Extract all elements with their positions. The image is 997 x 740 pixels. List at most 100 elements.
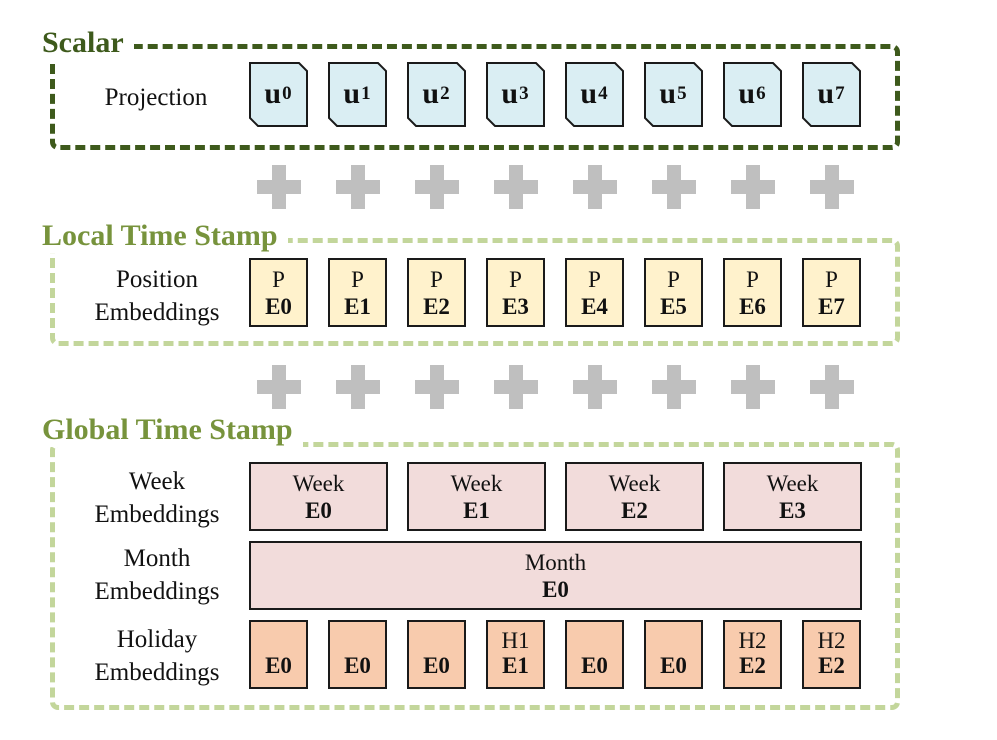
- plus-icon: [573, 365, 617, 409]
- week-box-bottom: E2: [621, 497, 648, 523]
- token-base: u: [422, 77, 440, 110]
- week-box-bottom: E3: [779, 497, 806, 523]
- plus-icon: [257, 165, 301, 209]
- position-box-top: P: [667, 266, 680, 292]
- position-label-line2: Embeddings: [94, 299, 220, 326]
- holiday-embedding-box: E0: [644, 620, 703, 689]
- week-label-line2: Embeddings: [94, 501, 220, 528]
- week-embedding-box: Week E3: [723, 462, 862, 531]
- plus-icon: [573, 165, 617, 209]
- position-box-top: P: [588, 266, 601, 292]
- holiday-box-bottom: E2: [739, 653, 766, 678]
- position-box-bottom: E3: [502, 293, 529, 319]
- position-box-top: P: [272, 266, 285, 292]
- holiday-box-bottom: E0: [581, 653, 608, 678]
- projection-token-shape: [723, 62, 782, 127]
- week-box-bottom: E1: [463, 497, 490, 523]
- position-embedding-box: P E4: [565, 258, 624, 327]
- plus-icon: [415, 165, 459, 209]
- token-base: u: [738, 77, 756, 110]
- position-box-bottom: E7: [818, 293, 845, 319]
- holiday-box-bottom: E0: [265, 653, 292, 678]
- month-box: Month E0: [249, 541, 862, 610]
- projection-token-shape: [486, 62, 545, 127]
- global-frame: [50, 442, 900, 710]
- plus-icon: [494, 365, 538, 409]
- token-base: u: [817, 77, 835, 110]
- position-embedding-box: P E0: [249, 258, 308, 327]
- holiday-box-top: H2: [817, 628, 846, 653]
- holiday-embedding-box: E0: [565, 620, 624, 689]
- position-box-bottom: E4: [581, 293, 608, 319]
- scalar-frame: [50, 44, 900, 150]
- scalar-title: Scalar: [42, 26, 134, 60]
- week-box-bottom: E0: [305, 497, 332, 523]
- position-embedding-box: P E7: [802, 258, 861, 327]
- holiday-embedding-box: E0: [407, 620, 466, 689]
- holiday-box-top: H1: [501, 628, 530, 653]
- month-box-top: Month: [524, 549, 587, 575]
- plus-icon: [336, 165, 380, 209]
- plus-icon: [415, 365, 459, 409]
- holiday-label-line2: Embeddings: [94, 659, 220, 686]
- position-box-bottom: E0: [265, 293, 292, 319]
- position-box-top: P: [430, 266, 443, 292]
- holiday-box-bottom: E0: [344, 653, 371, 678]
- month-box-bottom: E0: [542, 576, 569, 602]
- token-subscript: 0: [282, 83, 292, 104]
- holiday-box-bottom: E0: [660, 653, 687, 678]
- holiday-box-top: H2: [738, 628, 767, 653]
- projection-token-shape: [802, 62, 861, 127]
- plus-icon: [336, 365, 380, 409]
- position-label: Position Embeddings: [72, 263, 242, 329]
- holiday-embedding-box: H2 E2: [723, 620, 782, 689]
- week-box-top: Week: [608, 470, 661, 496]
- position-box-top: P: [825, 266, 838, 292]
- holiday-embedding-box: E0: [249, 620, 308, 689]
- week-embedding-box: Week E1: [407, 462, 546, 531]
- token-subscript: 4: [598, 83, 608, 104]
- holiday-box-bottom: E0: [423, 653, 450, 678]
- week-embedding-box: Week E0: [249, 462, 388, 531]
- token-subscript: 6: [756, 83, 766, 104]
- token-base: u: [343, 77, 361, 110]
- token-subscript: 7: [835, 83, 845, 104]
- plus-icon: [257, 365, 301, 409]
- position-embedding-box: P E6: [723, 258, 782, 327]
- holiday-embedding-box: E0: [328, 620, 387, 689]
- position-box-bottom: E6: [739, 293, 766, 319]
- month-label-line1: Month: [123, 545, 191, 572]
- position-label-line1: Position: [116, 266, 198, 293]
- plus-icon: [810, 165, 854, 209]
- holiday-embedding-box: H2 E2: [802, 620, 861, 689]
- position-box-bottom: E5: [660, 293, 687, 319]
- plus-icon: [494, 165, 538, 209]
- plus-icon: [731, 165, 775, 209]
- token-subscript: 5: [677, 83, 687, 104]
- position-box-top: P: [509, 266, 522, 292]
- holiday-label-line1: Holiday: [116, 626, 198, 653]
- local-frame: [50, 238, 900, 346]
- global-title: Global Time Stamp: [42, 413, 303, 447]
- plus-icon: [652, 365, 696, 409]
- week-box-top: Week: [450, 470, 503, 496]
- projection-token-shape: [328, 62, 387, 127]
- holiday-box-bottom: E2: [818, 653, 845, 678]
- position-embedding-box: P E5: [644, 258, 703, 327]
- week-embedding-box: Week E2: [565, 462, 704, 531]
- local-title: Local Time Stamp: [42, 219, 288, 253]
